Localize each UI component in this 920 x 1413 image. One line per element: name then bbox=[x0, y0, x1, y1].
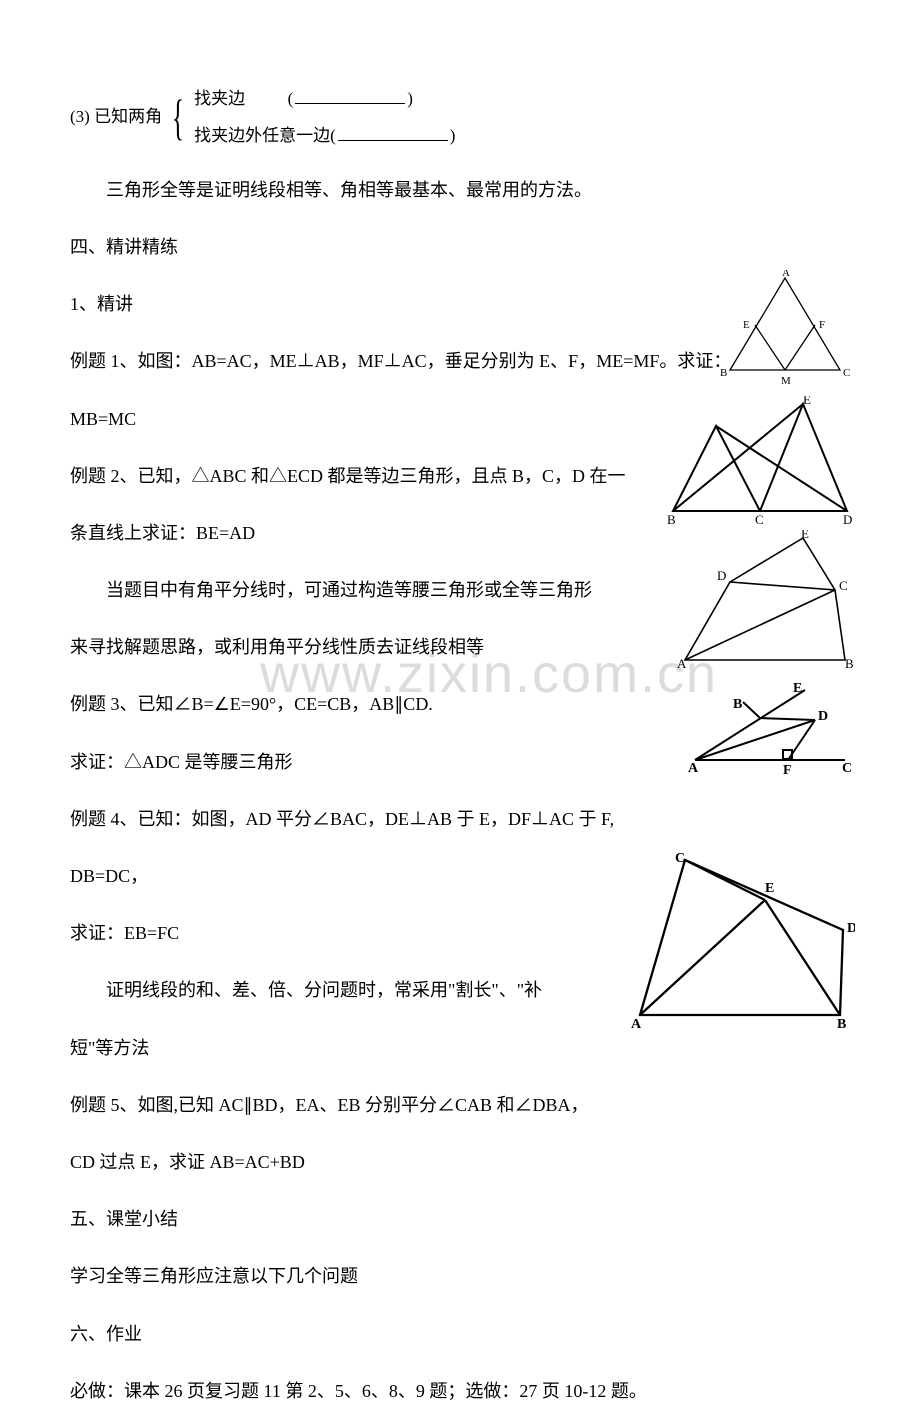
blank-2 bbox=[338, 127, 448, 141]
bracket-item-3: (3) 已知两角 { 找夹边 () 找夹边外任意一边() bbox=[70, 80, 850, 155]
example-5: 例题 5、如图,已知 AC∥BD，EA、EB 分别平分∠CAB 和∠DBA， bbox=[70, 1084, 850, 1127]
bracket-row-2: 找夹边外任意一边() bbox=[194, 117, 455, 154]
bracket-prefix: (3) 已知两角 bbox=[70, 97, 162, 138]
bracket-row1-text: 找夹边 bbox=[194, 89, 245, 108]
para-bisector-hint: 当题目中有角平分线时，可通过构造等腰三角形或全等三角形 bbox=[70, 569, 850, 612]
example-3b: 求证：△ADC 是等腰三角形 bbox=[70, 741, 850, 784]
heading-4-1: 1、精讲 bbox=[70, 283, 850, 326]
example-2b: 条直线上求证：BE=AD bbox=[70, 512, 850, 555]
example-2: 例题 2、已知，△ABC 和△ECD 都是等边三角形，且点 B，C，D 在一 bbox=[70, 455, 850, 498]
example-3: 例题 3、已知∠B=∠E=90°，CE=CB，AB∥CD. bbox=[70, 683, 850, 726]
para-segment-hint-b: 短"等方法 bbox=[70, 1027, 850, 1070]
heading-5: 五、课堂小结 bbox=[70, 1198, 850, 1241]
example-1: 例题 1、如图：AB=AC，ME⊥AB，MF⊥AC，垂足分别为 E、F，ME=M… bbox=[70, 340, 850, 383]
heading-5-1: 学习全等三角形应注意以下几个问题 bbox=[70, 1255, 850, 1298]
heading-6: 六、作业 bbox=[70, 1313, 850, 1356]
example-4c: 求证：EB=FC bbox=[70, 912, 850, 955]
example-4b: DB=DC， bbox=[70, 855, 850, 898]
example-4: 例题 4、已知：如图，AD 平分∠BAC，DE⊥AB 于 E，DF⊥AC 于 F… bbox=[70, 798, 850, 841]
bracket-row2-text: 找夹边外任意一边( bbox=[194, 126, 336, 145]
para-segment-hint: 证明线段的和、差、倍、分问题时，常采用"割长"、"补 bbox=[70, 969, 850, 1012]
para-bisector-hint-b: 来寻找解题思路，或利用角平分线性质去证线段相等 bbox=[70, 626, 850, 669]
blank-1 bbox=[295, 90, 405, 104]
example-5b: CD 过点 E，求证 AB=AC+BD bbox=[70, 1141, 850, 1184]
heading-6-1: 必做：课本 26 页复习题 11 第 2、5、6、8、9 题；选做：27 页 1… bbox=[70, 1370, 850, 1413]
example-1b: MB=MC bbox=[70, 398, 850, 441]
bracket-brace: { 找夹边 () 找夹边外任意一边() bbox=[166, 80, 455, 155]
heading-4: 四、精讲精练 bbox=[70, 226, 850, 269]
brace-icon: { bbox=[172, 92, 184, 142]
para-congruent-method: 三角形全等是证明线段相等、角相等最基本、最常用的方法。 bbox=[70, 169, 850, 212]
bracket-row-1: 找夹边 () bbox=[194, 80, 455, 117]
